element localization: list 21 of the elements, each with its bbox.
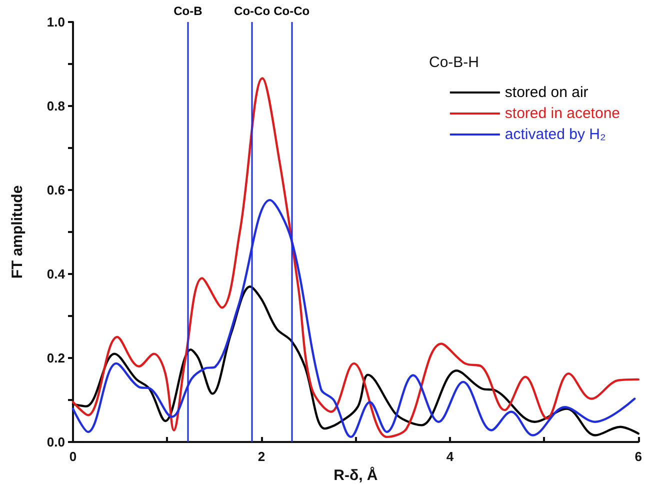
y-tick-label: 0.4 bbox=[46, 266, 66, 282]
legend-label: stored on air bbox=[504, 84, 588, 101]
ref-line-label: Co-B bbox=[174, 4, 203, 18]
x-tick-label: 6 bbox=[634, 449, 642, 464]
x-axis-title: R-δ, Å bbox=[334, 466, 378, 484]
ref-line-label: Co-Co bbox=[234, 4, 270, 18]
y-tick-label: 0.0 bbox=[46, 434, 65, 450]
legend-label: activated by H₂ bbox=[504, 126, 606, 143]
x-tick-label: 0 bbox=[69, 449, 77, 464]
x-tick-label: 2 bbox=[258, 449, 266, 464]
y-tick-label: 0.2 bbox=[46, 350, 65, 366]
y-tick-label: 1.0 bbox=[46, 14, 65, 30]
legend-label: stored in acetone bbox=[504, 105, 620, 122]
y-tick-label: 0.6 bbox=[46, 182, 65, 198]
line-series bbox=[72, 77, 640, 438]
y-axis-title: FT amplitude bbox=[9, 185, 26, 279]
y-tick-label: 0.8 bbox=[46, 98, 65, 114]
x-tick-label: 4 bbox=[446, 449, 454, 464]
line-series bbox=[72, 286, 640, 436]
ref-line-label: Co-Co bbox=[274, 4, 310, 18]
legend-title: Co-B-H bbox=[429, 54, 480, 71]
